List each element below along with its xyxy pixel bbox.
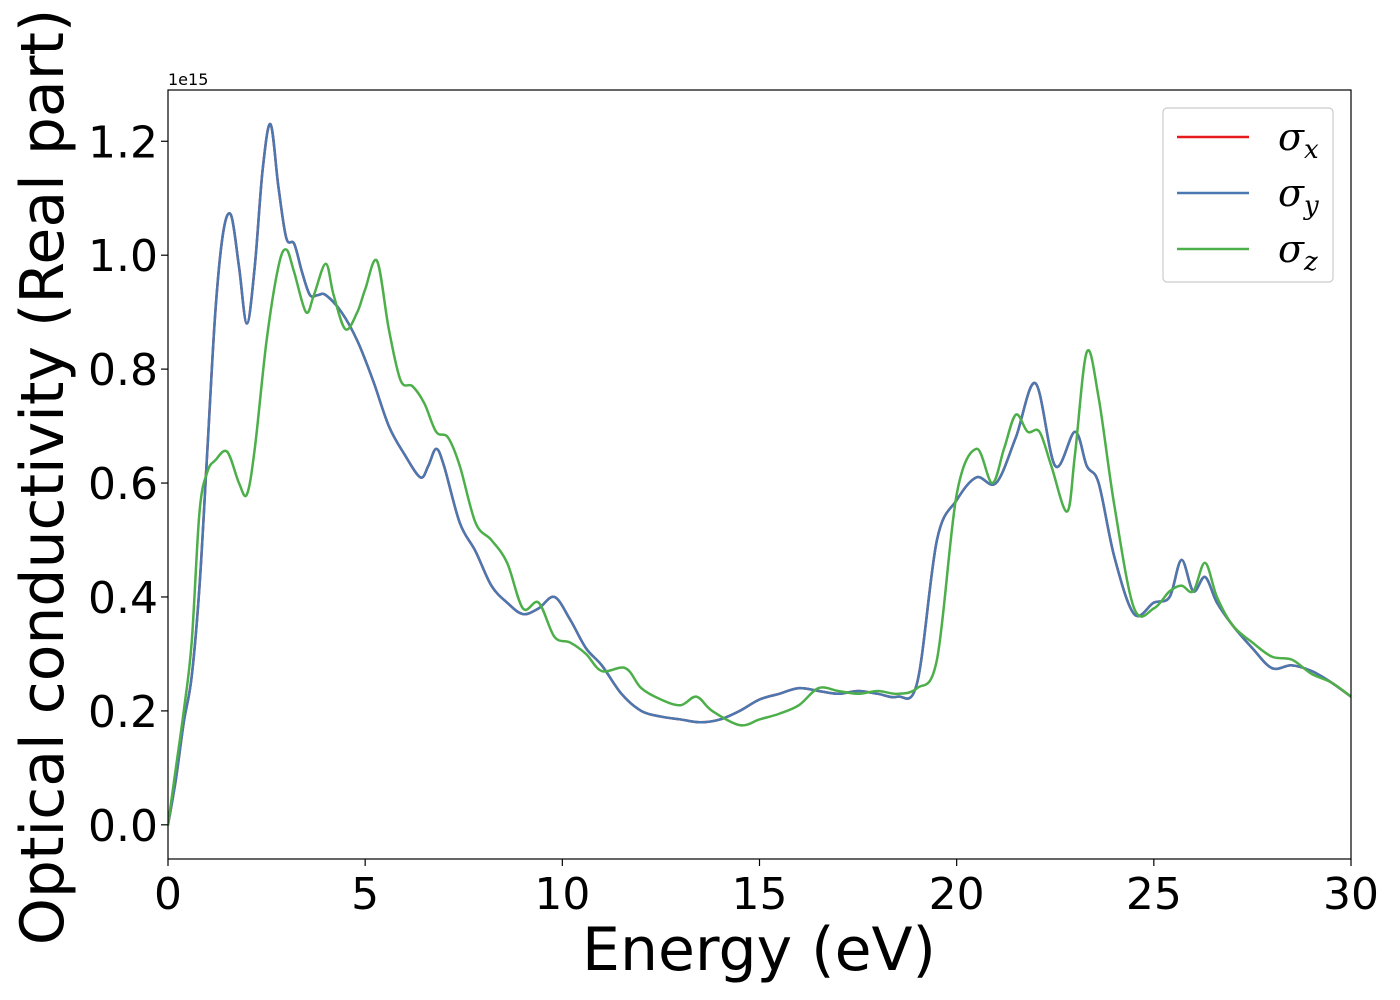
series-line-y — [168, 122, 1351, 827]
legend-subscript: x — [1304, 135, 1319, 165]
x-tick-label: 15 — [732, 869, 788, 920]
legend-symbol: σ — [1278, 171, 1305, 215]
series-line-z — [168, 248, 1351, 827]
x-tick-label: 0 — [154, 869, 182, 920]
y-tick-label: 0.8 — [88, 345, 158, 396]
legend-subscript: y — [1303, 191, 1319, 221]
y-tick-label: 0.4 — [88, 573, 158, 624]
y-tick-label: 0.2 — [88, 687, 158, 738]
x-tick-label: 30 — [1323, 869, 1379, 920]
y-tick-label: 1.2 — [88, 117, 158, 168]
x-tick-label: 20 — [929, 869, 985, 920]
legend-symbol: σ — [1278, 227, 1305, 271]
legend-label-y: σy — [1278, 171, 1319, 221]
legend-symbol: σ — [1278, 115, 1305, 159]
legend-subscript: z — [1303, 247, 1318, 277]
x-axis-title: Energy (eV) — [582, 915, 936, 985]
x-tick-label: 25 — [1126, 869, 1182, 920]
y-axis-ticks: 0.0 0.2 0.4 0.6 0.8 1.0 1.2 — [88, 117, 168, 852]
x-axis-ticks: 0 5 10 15 20 25 30 — [154, 859, 1379, 920]
y-tick-label: 1.0 — [88, 231, 158, 282]
x-tick-label: 5 — [351, 869, 379, 920]
x-tick-label: 10 — [534, 869, 590, 920]
y-offset-label: 1e15 — [168, 70, 208, 89]
legend-box — [1162, 107, 1334, 283]
y-axis-title: Optical conductivity (Real part) — [8, 9, 78, 946]
y-tick-label: 0.0 — [88, 801, 158, 852]
y-tick-label: 0.6 — [88, 459, 158, 510]
plot-background — [168, 90, 1351, 859]
legend-label-z: σz — [1278, 227, 1318, 277]
legend-label-x: σx — [1278, 115, 1319, 165]
series-layer — [168, 122, 1351, 827]
